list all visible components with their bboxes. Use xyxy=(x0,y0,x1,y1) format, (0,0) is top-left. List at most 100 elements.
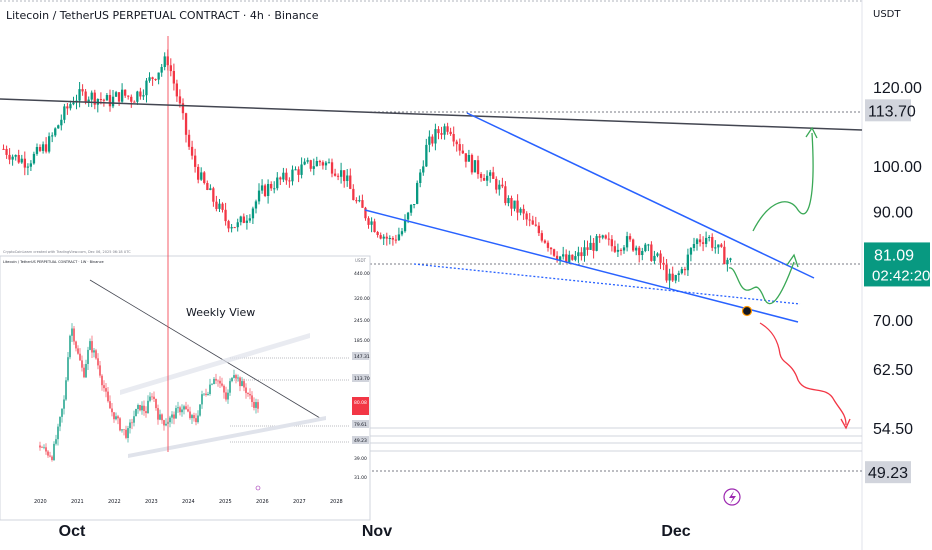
candle-body xyxy=(537,225,540,234)
candle-body xyxy=(124,89,127,96)
inset-candle-body xyxy=(131,422,133,424)
candle-body xyxy=(327,162,331,164)
candle-body xyxy=(486,175,489,181)
inset-candle-body xyxy=(181,409,183,413)
candle-body xyxy=(111,96,115,107)
candle-body xyxy=(340,170,343,177)
candle-body xyxy=(601,235,604,238)
candle-body xyxy=(358,200,361,202)
inset-level-box xyxy=(352,420,369,428)
candle-body xyxy=(528,219,531,221)
inset-candle-body xyxy=(213,378,215,384)
candle-body xyxy=(726,259,729,265)
candle-body xyxy=(206,183,209,190)
inset-candle-body xyxy=(89,341,91,350)
candle-body xyxy=(233,227,236,229)
candle-body xyxy=(172,71,175,84)
candle-body xyxy=(628,236,632,240)
candle-body xyxy=(698,239,702,243)
candle-body xyxy=(361,200,364,208)
candle-body xyxy=(729,258,732,260)
bearish-arrowhead xyxy=(840,418,851,430)
candle-body xyxy=(534,224,537,226)
candle-body xyxy=(473,160,477,173)
candle-body xyxy=(227,221,230,229)
candle-body xyxy=(452,134,455,142)
candle-body xyxy=(66,106,69,109)
price-axis: 120.00 100.00 90.00 70.00 62.50 54.50 xyxy=(873,80,922,438)
inset-candle-body xyxy=(115,416,117,420)
inset-candle-body xyxy=(257,402,259,409)
inset-x-tick-7: 2027 xyxy=(293,499,306,505)
candle-body xyxy=(422,166,425,173)
candle-body xyxy=(306,160,309,162)
candle-body xyxy=(443,126,446,135)
candle-body xyxy=(318,161,321,163)
candle-body xyxy=(686,254,689,271)
candle-body xyxy=(470,155,474,173)
inset-candle-body xyxy=(97,358,99,366)
inset-candle-body xyxy=(175,408,177,419)
inset-y-tick-5: 113.70 xyxy=(354,376,370,382)
candle-body xyxy=(346,175,349,181)
candle-body xyxy=(48,136,51,152)
candle-body xyxy=(270,184,273,189)
inset-candle-body xyxy=(187,409,189,412)
candle-body xyxy=(419,172,422,183)
candle-body xyxy=(607,238,610,240)
candle-body xyxy=(364,207,367,219)
inset-candle-body xyxy=(39,445,41,448)
candle-body xyxy=(221,203,224,210)
price-level-box-2 xyxy=(865,461,911,484)
candle-body xyxy=(349,175,352,189)
inset-candle-body xyxy=(83,367,85,378)
candle-body xyxy=(723,246,726,265)
y-tick-label-4: 62.50 xyxy=(873,362,913,379)
currency-label[interactable]: USDT xyxy=(873,9,901,20)
candle-body xyxy=(589,242,592,250)
candle-body xyxy=(315,161,318,167)
price-level-box-0 xyxy=(865,99,911,122)
candle-body xyxy=(130,96,133,102)
inset-x-tick-3: 2023 xyxy=(145,499,158,505)
candle-body xyxy=(133,101,136,103)
candle-body xyxy=(303,161,306,165)
candle-body xyxy=(336,175,340,177)
inset-candle-body xyxy=(183,406,185,410)
candle-body xyxy=(665,264,668,281)
inset-candle-body xyxy=(211,384,213,385)
candle-body xyxy=(632,239,635,251)
inset-candle-body xyxy=(251,395,253,402)
candle-body xyxy=(635,247,638,251)
candle-body xyxy=(458,144,461,151)
ideas-marker-icon xyxy=(741,305,753,317)
inset-candle-body xyxy=(57,426,59,440)
candle-body xyxy=(489,172,492,176)
candle-body xyxy=(382,236,385,239)
inset-x-tick-1: 2021 xyxy=(71,499,84,505)
last-price-countdown: 02:42:20 xyxy=(872,267,930,284)
candle-body xyxy=(583,247,586,256)
candle-body xyxy=(416,182,419,204)
candle-body xyxy=(41,144,45,151)
candle-body xyxy=(708,237,711,238)
candle-body xyxy=(400,231,404,235)
inset-candle-body xyxy=(209,384,211,394)
candle-body xyxy=(656,253,659,256)
candle-body xyxy=(565,254,568,263)
inset-candle-body xyxy=(93,350,95,353)
candle-body xyxy=(586,247,589,250)
inset-triangle-bottom-band xyxy=(128,416,326,458)
candle-body xyxy=(495,178,498,190)
candle-body xyxy=(194,155,197,167)
inset-candle-body xyxy=(51,456,53,460)
inset-y-tick-8: 49.23 xyxy=(354,438,367,444)
inset-x-tick-2: 2022 xyxy=(108,499,121,505)
candle-body xyxy=(224,209,227,222)
candle-body xyxy=(580,252,583,257)
candle-body xyxy=(513,200,516,209)
inset-candle-body xyxy=(75,341,77,349)
bearish-scenario-arrow xyxy=(759,322,847,426)
inset-candle-body xyxy=(107,391,109,402)
